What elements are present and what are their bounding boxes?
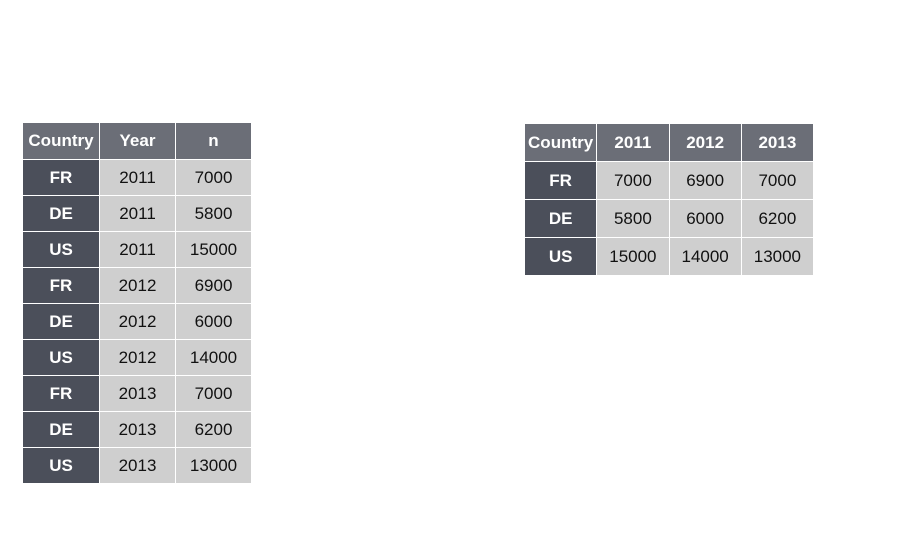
year-cell: 2013 — [99, 447, 176, 484]
long-format-table: Country Year n FR 2011 7000 DE 2011 5800… — [22, 122, 252, 484]
value-cell: 7000 — [175, 375, 252, 412]
table-row: FR 2012 6900 — [22, 267, 252, 304]
header-cell: 2012 — [668, 123, 742, 162]
value-cell: 15000 — [596, 237, 670, 276]
value-cell: 14000 — [175, 339, 252, 376]
country-cell: US — [22, 339, 100, 376]
table-header-row: Country 2011 2012 2013 — [523, 123, 815, 162]
country-cell: DE — [22, 303, 100, 340]
value-cell: 13000 — [740, 237, 815, 276]
table-row: DE 2013 6200 — [22, 411, 252, 448]
year-cell: 2012 — [99, 339, 176, 376]
year-cell: 2011 — [99, 231, 176, 268]
wide-format-table: Country 2011 2012 2013 FR 7000 6900 7000… — [523, 123, 815, 276]
table-row: US 2011 15000 — [22, 231, 252, 268]
value-cell: 5800 — [596, 199, 670, 238]
country-cell: FR — [22, 375, 100, 412]
value-cell: 7000 — [596, 161, 670, 200]
table-row: DE 5800 6000 6200 — [523, 199, 815, 238]
country-cell: FR — [22, 267, 100, 304]
value-cell: 6000 — [668, 199, 742, 238]
year-cell: 2012 — [99, 267, 176, 304]
table-row: FR 7000 6900 7000 — [523, 161, 815, 200]
value-cell: 6200 — [740, 199, 815, 238]
value-cell: 7000 — [740, 161, 815, 200]
country-cell: DE — [22, 411, 100, 448]
value-cell: 15000 — [175, 231, 252, 268]
table-row: US 2012 14000 — [22, 339, 252, 376]
table-row: US 2013 13000 — [22, 447, 252, 484]
table-header-row: Country Year n — [22, 122, 252, 160]
header-cell: Country — [22, 122, 100, 160]
country-cell: FR — [523, 161, 598, 200]
table-row: DE 2011 5800 — [22, 195, 252, 232]
country-cell: US — [22, 447, 100, 484]
year-cell: 2011 — [99, 195, 176, 232]
country-cell: US — [22, 231, 100, 268]
year-cell: 2013 — [99, 375, 176, 412]
value-cell: 5800 — [175, 195, 252, 232]
value-cell: 6900 — [175, 267, 252, 304]
value-cell: 7000 — [175, 159, 252, 196]
header-cell: n — [175, 122, 252, 160]
header-cell: 2013 — [740, 123, 815, 162]
value-cell: 14000 — [668, 237, 742, 276]
header-cell: Year — [99, 122, 176, 160]
year-cell: 2013 — [99, 411, 176, 448]
country-cell: DE — [523, 199, 598, 238]
table-row: FR 2011 7000 — [22, 159, 252, 196]
header-cell: Country — [523, 123, 598, 162]
value-cell: 13000 — [175, 447, 252, 484]
value-cell: 6000 — [175, 303, 252, 340]
value-cell: 6900 — [668, 161, 742, 200]
table-row: US 15000 14000 13000 — [523, 237, 815, 276]
header-cell: 2011 — [596, 123, 670, 162]
country-cell: FR — [22, 159, 100, 196]
country-cell: DE — [22, 195, 100, 232]
country-cell: US — [523, 237, 598, 276]
year-cell: 2011 — [99, 159, 176, 196]
value-cell: 6200 — [175, 411, 252, 448]
table-row: DE 2012 6000 — [22, 303, 252, 340]
table-row: FR 2013 7000 — [22, 375, 252, 412]
year-cell: 2012 — [99, 303, 176, 340]
